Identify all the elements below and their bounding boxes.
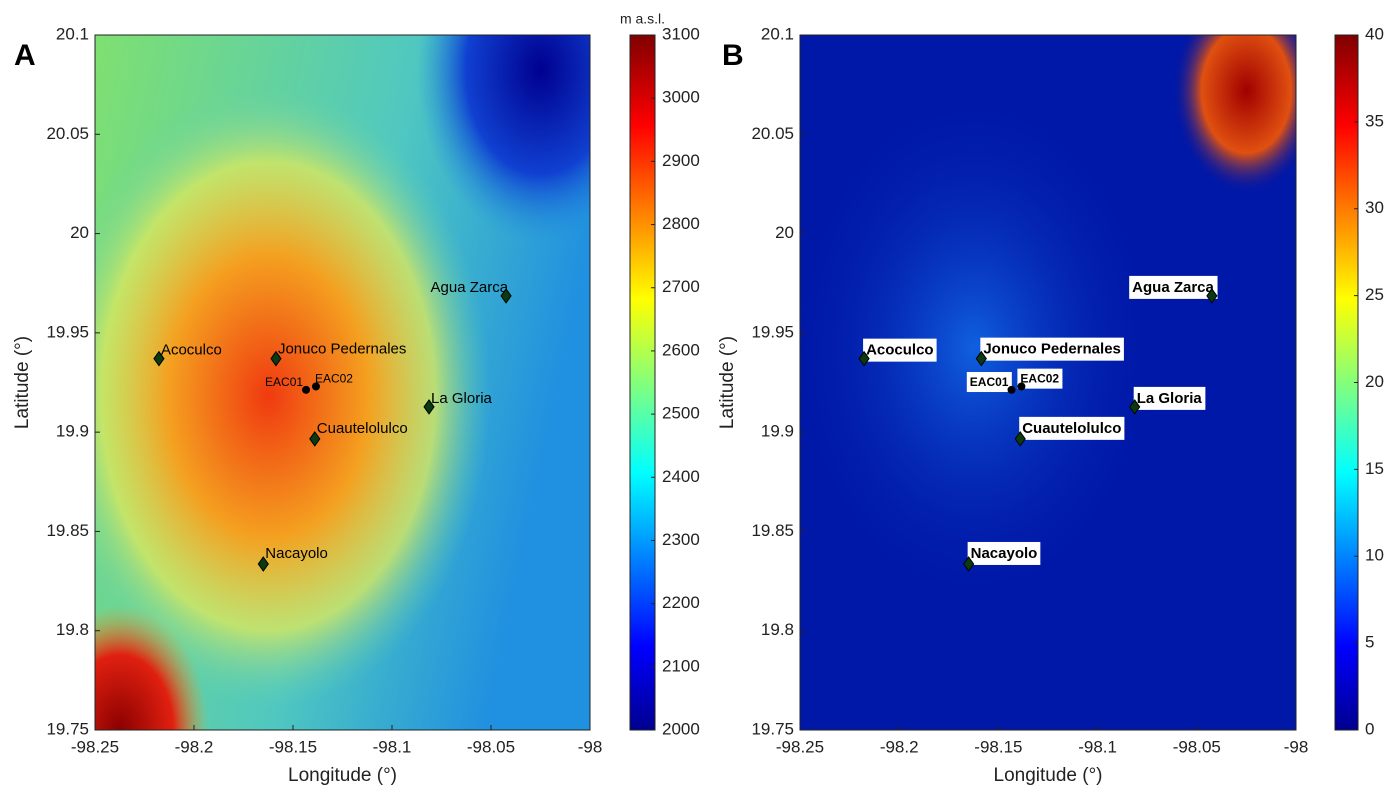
site-label: Jonuco Pedernales bbox=[278, 341, 406, 358]
y-tick-label: 20 bbox=[70, 223, 89, 242]
colorbar-tick-label: 2600 bbox=[662, 340, 700, 359]
x-tick-label: -98.15 bbox=[974, 737, 1022, 756]
y-tick-label: 19.75 bbox=[751, 719, 794, 738]
site-marker bbox=[1017, 382, 1025, 390]
y-tick-label: 19.75 bbox=[46, 719, 89, 738]
panel-label: B bbox=[722, 39, 744, 72]
panel-label: A bbox=[14, 39, 36, 72]
y-tick-label: 19.9 bbox=[761, 422, 794, 441]
x-tick-label: -98.1 bbox=[373, 737, 412, 756]
x-tick-label: -98.25 bbox=[776, 737, 824, 756]
colorbar bbox=[630, 35, 655, 730]
y-tick-label: 20.1 bbox=[56, 24, 89, 43]
colorbar-tick-label: 2900 bbox=[662, 151, 700, 170]
site-marker bbox=[312, 382, 320, 390]
colorbar-title: m a.s.l. bbox=[620, 11, 665, 27]
colorbar-tick-label: 2300 bbox=[662, 530, 700, 549]
y-tick-label: 20.1 bbox=[761, 24, 794, 43]
site-label: Jonuco Pedernales bbox=[983, 341, 1121, 358]
colorbar-tick-label: 3000 bbox=[662, 88, 700, 107]
x-tick-label: -98 bbox=[578, 737, 603, 756]
colorbar-tick-label: 20 bbox=[1365, 372, 1384, 391]
y-tick-label: 20.05 bbox=[46, 124, 89, 143]
site-label: Acoculco bbox=[161, 342, 222, 359]
site-marker bbox=[302, 386, 310, 394]
colorbar-tick-label: 2400 bbox=[662, 467, 700, 486]
y-tick-label: 19.9 bbox=[56, 422, 89, 441]
colorbar-tick-label: 2100 bbox=[662, 656, 700, 675]
x-tick-label: -98 bbox=[1284, 737, 1309, 756]
y-axis-label: Latitude (°) bbox=[12, 336, 33, 429]
colorbar-tick-label: 2000 bbox=[662, 719, 700, 738]
colorbar-tick-label: 3100 bbox=[662, 24, 700, 43]
site-label: EAC02 bbox=[1020, 372, 1059, 386]
site-label: La Gloria bbox=[431, 390, 493, 407]
x-axis-label: Longitude (°) bbox=[994, 765, 1103, 786]
site-label: La Gloria bbox=[1137, 390, 1203, 407]
colorbar-tick-label: 2800 bbox=[662, 214, 700, 233]
y-tick-label: 19.85 bbox=[751, 521, 794, 540]
colorbar-tick-label: 2700 bbox=[662, 277, 700, 296]
site-label: Agua Zarca bbox=[1132, 279, 1214, 296]
colorbar-tick-label: 5 bbox=[1365, 633, 1374, 652]
y-axis-label: Latitude (°) bbox=[717, 336, 738, 429]
site-label: Cuautelolulco bbox=[1022, 420, 1121, 437]
site-label: Nacayolo bbox=[265, 545, 328, 562]
x-tick-label: -98.25 bbox=[71, 737, 119, 756]
y-tick-label: 19.8 bbox=[761, 620, 794, 639]
x-tick-label: -98.05 bbox=[467, 737, 515, 756]
x-tick-label: -98.2 bbox=[880, 737, 919, 756]
site-label: Cuautelolulco bbox=[317, 420, 408, 437]
x-axis-label: Longitude (°) bbox=[288, 765, 397, 786]
colorbar-tick-label: 25 bbox=[1365, 285, 1384, 304]
x-tick-label: -98.05 bbox=[1173, 737, 1221, 756]
colorbar-tick-label: 35 bbox=[1365, 111, 1384, 130]
y-tick-label: 20 bbox=[775, 223, 794, 242]
colorbar-tick-label: 10 bbox=[1365, 546, 1384, 565]
y-tick-label: 19.95 bbox=[751, 322, 794, 341]
x-tick-label: -98.1 bbox=[1078, 737, 1117, 756]
colorbar-tick-label: 30 bbox=[1365, 198, 1384, 217]
y-tick-label: 19.8 bbox=[56, 620, 89, 639]
colorbar-tick-label: 0 bbox=[1365, 719, 1374, 738]
site-label: Acoculco bbox=[866, 342, 934, 359]
site-label: Agua Zarca bbox=[431, 279, 509, 296]
colorbar-tick-label: 15 bbox=[1365, 459, 1384, 478]
colorbar-tick-label: 2200 bbox=[662, 593, 700, 612]
site-label: EAC01 bbox=[970, 375, 1009, 389]
x-tick-label: -98.15 bbox=[269, 737, 317, 756]
x-tick-label: -98.2 bbox=[175, 737, 214, 756]
site-label: Nacayolo bbox=[971, 545, 1038, 562]
site-marker bbox=[1007, 386, 1015, 394]
y-tick-label: 20.05 bbox=[751, 124, 794, 143]
site-label: EAC02 bbox=[315, 372, 353, 386]
colorbar-tick-label: 40 bbox=[1365, 24, 1384, 43]
y-tick-label: 19.85 bbox=[46, 521, 89, 540]
site-label: EAC01 bbox=[265, 375, 303, 389]
figure: A-98.25-98.2-98.15-98.1-98.05-9819.7519.… bbox=[0, 0, 1387, 791]
y-tick-label: 19.95 bbox=[46, 322, 89, 341]
colorbar-tick-label: 2500 bbox=[662, 404, 700, 423]
